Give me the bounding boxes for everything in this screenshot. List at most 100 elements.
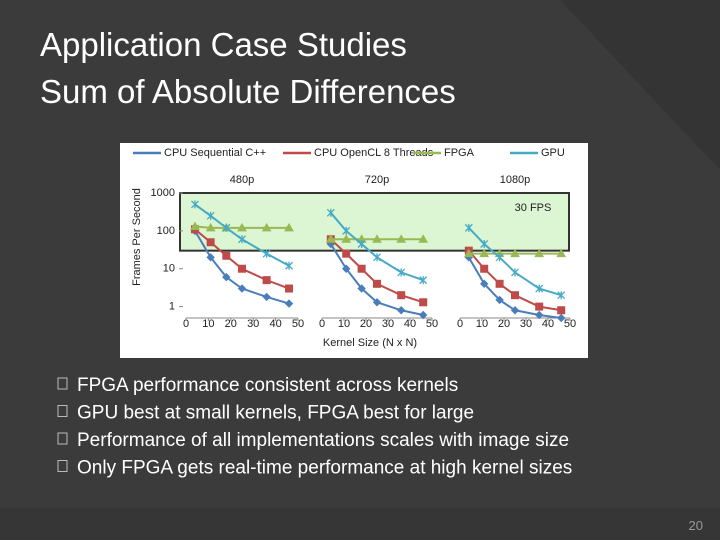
corner-shape bbox=[560, 0, 720, 170]
point bbox=[222, 272, 231, 282]
title: Sum of Absolute Differences bbox=[40, 73, 456, 110]
point bbox=[419, 298, 428, 307]
point bbox=[372, 298, 382, 307]
point bbox=[342, 226, 351, 235]
point bbox=[397, 291, 406, 300]
legend-label: FPGA bbox=[444, 147, 475, 159]
series-line bbox=[194, 230, 290, 305]
bullet-text: Performance of all implementations scale… bbox=[77, 430, 569, 451]
point bbox=[261, 222, 272, 232]
point bbox=[557, 306, 566, 315]
x-tick-label: 10 bbox=[202, 318, 214, 330]
y-axis-label: Frames Per Second bbox=[131, 188, 143, 286]
x-tick-label: 0 bbox=[183, 318, 189, 330]
bullet-text: FPGA performance consistent across kerne… bbox=[77, 375, 458, 396]
x-tick-label: 30 bbox=[382, 318, 394, 330]
bullet-text: GPU best at small kernels, FPGA best for… bbox=[77, 403, 474, 424]
y-tick-label: 1 bbox=[169, 301, 175, 313]
point bbox=[372, 234, 382, 243]
point bbox=[205, 222, 216, 232]
legend-label: GPU bbox=[541, 147, 565, 159]
bullet-text: Only FPGA gets real-time performance at … bbox=[77, 458, 572, 479]
x-tick-label: 50 bbox=[564, 318, 576, 330]
point bbox=[284, 299, 294, 308]
point bbox=[495, 279, 504, 288]
point bbox=[464, 223, 473, 232]
x-tick-label: 20 bbox=[498, 318, 510, 330]
point bbox=[284, 222, 294, 232]
footer-band bbox=[0, 508, 720, 540]
x-tick-label: 30 bbox=[247, 318, 259, 330]
point bbox=[222, 251, 231, 260]
page-number: 20 bbox=[689, 518, 703, 533]
title: Application Case Studies bbox=[40, 26, 407, 63]
point bbox=[237, 284, 247, 293]
point bbox=[357, 264, 366, 273]
point bbox=[262, 276, 271, 285]
point bbox=[418, 310, 428, 320]
x-tick-label: 20 bbox=[360, 318, 372, 330]
point bbox=[396, 234, 407, 243]
bullet-marker bbox=[57, 405, 68, 417]
point bbox=[262, 292, 271, 302]
x-tick-label: 40 bbox=[542, 318, 554, 330]
panel-title: 480p bbox=[230, 174, 254, 186]
x-tick-label: 40 bbox=[404, 318, 416, 330]
point bbox=[238, 264, 246, 273]
point bbox=[480, 239, 489, 248]
x-tick-label: 20 bbox=[225, 318, 237, 330]
bullet-marker bbox=[57, 377, 68, 390]
y-tick-label: 10 bbox=[163, 263, 175, 275]
point bbox=[479, 279, 489, 289]
point bbox=[341, 264, 351, 273]
point bbox=[190, 221, 200, 231]
x-tick-label: 0 bbox=[319, 318, 325, 330]
point bbox=[206, 211, 215, 220]
point bbox=[342, 249, 351, 258]
x-tick-label: 0 bbox=[457, 318, 463, 330]
point bbox=[511, 268, 519, 277]
point bbox=[396, 306, 406, 315]
x-tick-label: 40 bbox=[269, 318, 281, 330]
point bbox=[357, 284, 366, 293]
point bbox=[285, 261, 293, 270]
point bbox=[238, 235, 246, 244]
point bbox=[262, 249, 271, 258]
point bbox=[556, 313, 566, 323]
bullet-marker bbox=[57, 432, 68, 445]
point bbox=[373, 253, 381, 262]
x-tick-label: 10 bbox=[476, 318, 488, 330]
x-tick-label: 50 bbox=[292, 318, 304, 330]
point bbox=[495, 295, 504, 305]
point bbox=[556, 248, 567, 258]
point bbox=[535, 302, 544, 311]
point bbox=[418, 234, 429, 243]
point bbox=[479, 248, 490, 258]
point bbox=[534, 248, 545, 258]
point bbox=[222, 223, 231, 232]
point bbox=[357, 239, 366, 248]
series-line bbox=[329, 243, 424, 316]
bullet-list: FPGA performance consistent across kerne… bbox=[57, 375, 572, 479]
point bbox=[285, 284, 294, 293]
point bbox=[511, 291, 519, 300]
x-tick-label: 10 bbox=[338, 318, 350, 330]
point bbox=[373, 279, 381, 288]
point bbox=[463, 248, 474, 258]
x-tick-label: 30 bbox=[520, 318, 532, 330]
point bbox=[326, 208, 335, 217]
point bbox=[510, 306, 520, 315]
panel-title: 1080p bbox=[500, 174, 531, 186]
point bbox=[510, 248, 520, 258]
point bbox=[191, 200, 199, 209]
panel-title: 720p bbox=[365, 174, 389, 186]
x-axis-label: Kernel Size (N x N) bbox=[323, 337, 417, 349]
bullet-marker bbox=[57, 460, 68, 472]
point bbox=[206, 253, 215, 262]
point bbox=[237, 222, 247, 232]
point bbox=[341, 234, 352, 243]
point bbox=[419, 276, 428, 285]
legend-label: CPU OpenCL 8 Threads bbox=[314, 147, 434, 159]
